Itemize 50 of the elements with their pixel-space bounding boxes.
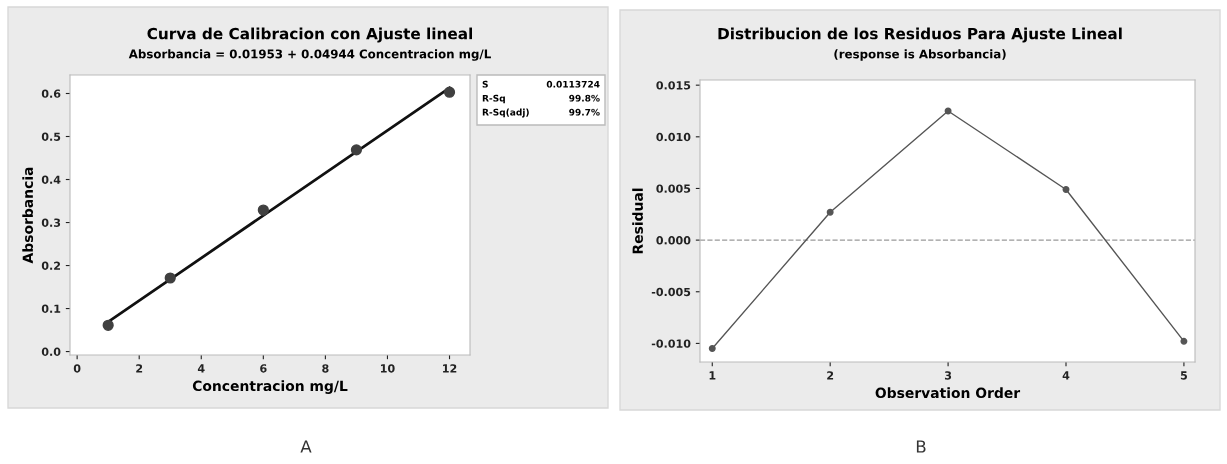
x-tick-label: 2 <box>827 371 834 380</box>
point <box>164 272 176 284</box>
y-tick-label: 0.6 <box>41 89 61 98</box>
y-axis-title: Residual <box>632 188 643 254</box>
text: 0.0113724 <box>546 80 600 88</box>
text: A <box>300 440 312 453</box>
point <box>443 86 456 98</box>
point <box>826 208 834 216</box>
chart-subtitle: Absorbancia = 0.01953 + 0.04944 Concentracion mg/L <box>128 49 491 61</box>
x-tick-label: 2 <box>136 364 143 373</box>
chart-subtitle: (response is Absorbancia) <box>834 49 1006 61</box>
x-tick-label: 3 <box>944 371 952 380</box>
y-tick-label: 0.5 <box>41 132 61 141</box>
point <box>350 144 363 156</box>
x-tick-label: 6 <box>260 364 267 373</box>
chart-title: Curva de Calibracion con Ajuste lineal <box>147 27 473 43</box>
y-tick-label: 0.1 <box>41 304 61 313</box>
x-tick-label: 12 <box>443 364 457 373</box>
y-tick-label: 0.000 <box>656 236 691 245</box>
x-tick-label: 10 <box>380 364 395 373</box>
text: S <box>482 80 488 88</box>
x-tick-label: 4 <box>1062 371 1070 380</box>
y-tick-label: 0.010 <box>656 132 691 142</box>
y-tick-label: 0.015 <box>656 81 691 90</box>
y-tick-label: 0.4 <box>41 175 61 184</box>
text: R-Sq <box>482 94 505 104</box>
x-axis-title: Observation Order <box>875 387 1021 399</box>
y-tick-label: 0.3 <box>41 218 61 227</box>
x-axis-title: Concentracion mg/L <box>192 380 348 394</box>
y-tick-label: 0.2 <box>41 261 61 270</box>
text: 99.7% <box>569 108 600 116</box>
x-tick-label: 1 <box>709 371 716 380</box>
y-tick-label: -0.010 <box>651 339 691 348</box>
text: B <box>916 440 926 453</box>
point <box>102 319 114 331</box>
chart-title: Distribucion de los Residuos Para Ajuste Lineal <box>718 27 1122 43</box>
point <box>257 204 269 216</box>
y-tick-label: -0.005 <box>651 287 691 297</box>
text: 99.8% <box>569 94 600 102</box>
point <box>708 345 716 353</box>
x-tick-label: 5 <box>1180 371 1188 380</box>
y-tick-label: 0.005 <box>656 184 691 193</box>
point <box>1180 337 1188 345</box>
x-tick-label: 0 <box>73 364 81 373</box>
y-axis-title: Absorbancia <box>22 167 34 264</box>
y-tick-label: 0.0 <box>41 347 61 356</box>
x-tick-label: 8 <box>322 364 329 373</box>
text: R-Sq(adj) <box>482 108 529 118</box>
x-tick-label: 4 <box>197 364 205 373</box>
point <box>1062 186 1070 193</box>
